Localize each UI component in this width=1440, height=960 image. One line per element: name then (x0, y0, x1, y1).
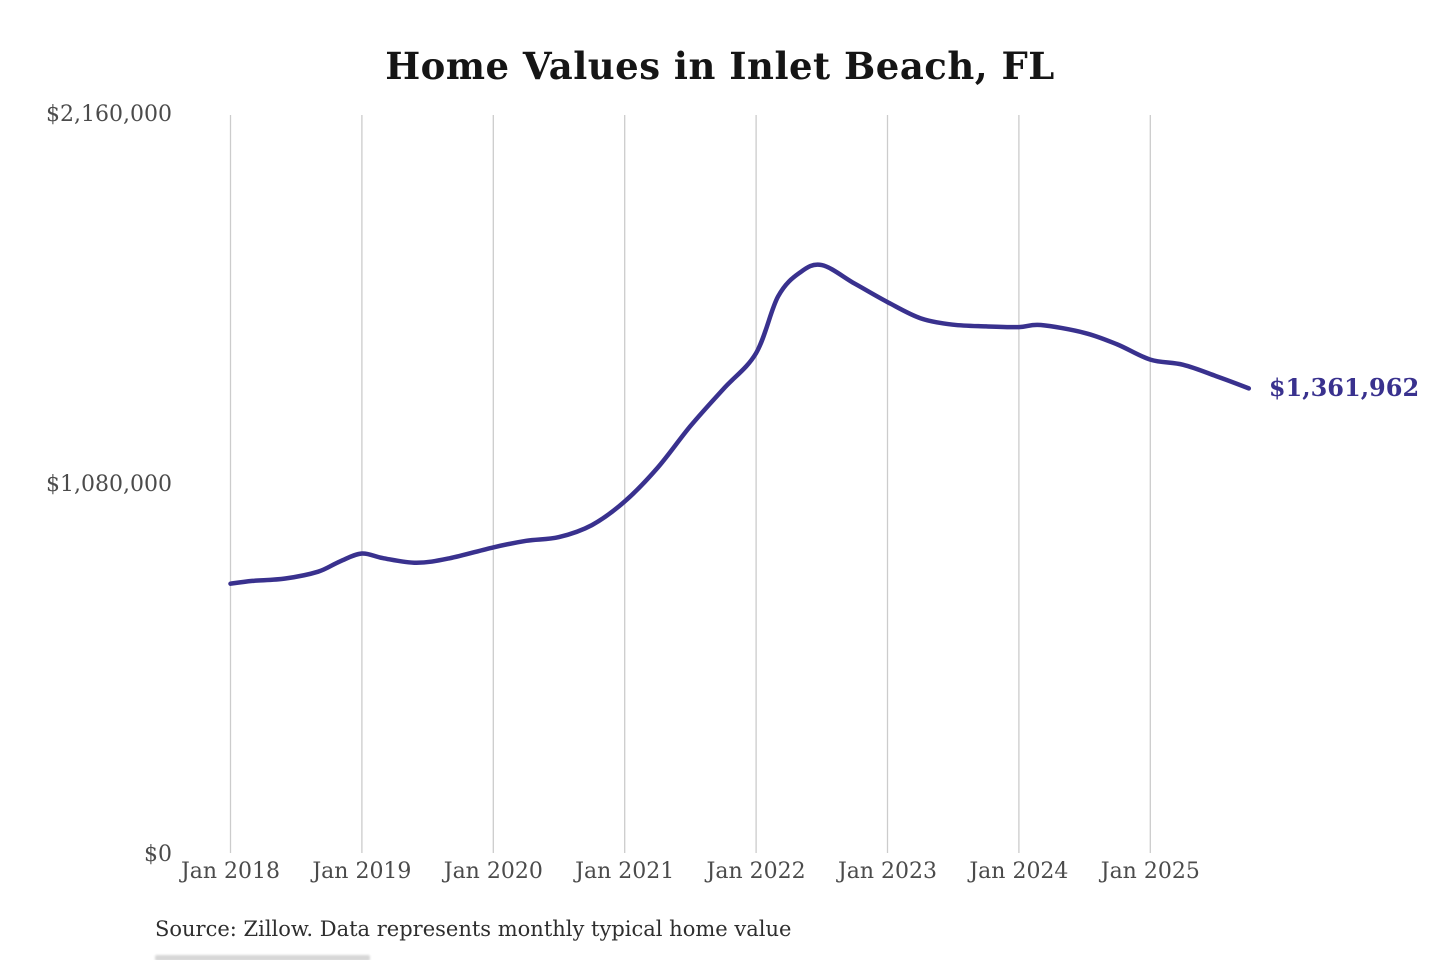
vertical-gridlines (229, 115, 1151, 853)
y-tick-label: $1,080,000 (46, 472, 172, 497)
home-value-line (228, 262, 1252, 586)
x-tick-label: Jan 2022 (706, 859, 806, 884)
x-tick-label: Jan 2024 (969, 859, 1069, 884)
chart-title: Home Values in Inlet Beach, FL (385, 44, 1055, 88)
y-tick-label: $0 (144, 842, 172, 867)
x-tick-label: Jan 2020 (443, 859, 543, 884)
cropped-bottom-element (155, 955, 370, 960)
x-tick-label: Jan 2023 (837, 859, 938, 884)
y-tick-label: $2,160,000 (46, 102, 172, 127)
source-note: Source: Zillow. Data represents monthly … (155, 917, 792, 941)
x-tick-label: Jan 2019 (312, 859, 412, 884)
x-tick-label: Jan 2021 (575, 859, 675, 884)
current-value-label: $1,361,962 (1268, 373, 1420, 403)
x-tick-label: Jan 2018 (180, 859, 281, 884)
x-tick-label: Jan 2025 (1100, 859, 1200, 884)
